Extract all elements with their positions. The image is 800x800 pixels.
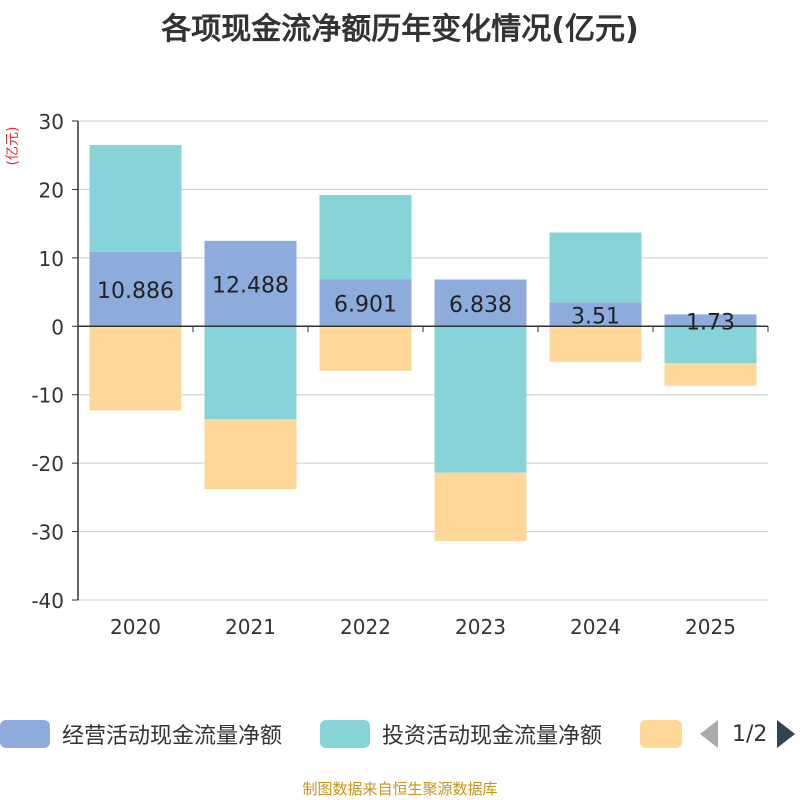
chart-title: 各项现金流净额历年变化情况(亿元) (161, 12, 639, 47)
bar-2024-series-2[interactable] (549, 326, 642, 362)
bar-2025-series-2[interactable] (664, 363, 757, 386)
source-footer: 制图数据来自恒生聚源数据库 (302, 780, 498, 798)
bar-2023-series-1[interactable] (434, 326, 527, 473)
bar-2020-series-2[interactable] (89, 326, 182, 411)
y-tick-label: -30 (31, 521, 64, 545)
bar-2023-series-0[interactable] (434, 279, 527, 327)
bar-2022-series-1[interactable] (319, 194, 412, 280)
legend-swatch-financing (640, 720, 682, 748)
y-tick-label: 0 (51, 315, 64, 339)
bar-2022-series-0[interactable] (319, 279, 412, 327)
legend-item-operating[interactable]: 经营活动现金流量净额 (0, 718, 282, 750)
legend-pager: 1/2 (700, 718, 796, 750)
bar-2023-series-2[interactable] (434, 472, 527, 542)
bar-2024-series-1[interactable] (549, 232, 642, 303)
data-label-2021: 12.488 (212, 274, 289, 299)
bar-2021-series-2[interactable] (204, 419, 297, 490)
bars (89, 145, 757, 542)
bar-2025-series-0[interactable] (664, 314, 757, 327)
data-label-2024: 3.51 (571, 304, 620, 329)
bar-2020-series-0[interactable] (89, 251, 182, 327)
chart-area: 30 20 10 0 -10 -20 -30 -40 2020 2021 2022 2023 2024 2… (5, 110, 769, 639)
bar-2024-series-0[interactable] (549, 302, 642, 327)
y-tick-label: 30 (39, 110, 64, 134)
axes: 30 20 10 0 -10 -20 -30 -40 2020 2021 2022 2023 2024 2… (31, 110, 769, 639)
x-tick-label: 2023 (455, 615, 506, 639)
y-tick-label: -40 (31, 589, 64, 613)
data-labels: 10.886 12.488 6.901 6.838 3.51 1.73 (97, 274, 735, 336)
data-label-2020: 10.886 (97, 279, 174, 304)
bar-2020-series-1[interactable] (89, 145, 182, 252)
data-label-2023: 6.838 (449, 293, 512, 318)
legend-swatch-investing (320, 720, 370, 748)
x-tick-label: 2021 (225, 615, 276, 639)
bar-2025-series-1[interactable] (664, 326, 757, 364)
y-axis-label: (亿元) (5, 127, 21, 166)
y-tick-label: -20 (31, 452, 64, 476)
x-tick-label: 2022 (340, 615, 391, 639)
bar-2021-series-0[interactable] (204, 240, 297, 327)
legend-page-indicator: 1/2 (732, 721, 768, 747)
y-tick-label: 20 (39, 178, 64, 202)
x-tick-label: 2024 (570, 615, 621, 639)
legend-swatch-operating (0, 720, 50, 748)
bar-2021-series-1[interactable] (204, 326, 297, 420)
y-tick-label: 10 (39, 247, 64, 271)
bar-2022-series-2[interactable] (319, 326, 412, 371)
legend-item-financing[interactable] (640, 718, 682, 750)
legend-item-investing[interactable]: 投资活动现金流量净额 (320, 718, 602, 750)
legend-label-investing: 投资活动现金流量净额 (382, 724, 603, 749)
legend-next-icon[interactable] (777, 720, 796, 748)
data-label-2025: 1.73 (686, 310, 735, 335)
y-tick-label: -10 (31, 384, 64, 408)
legend-label-operating: 经营活动现金流量净额 (62, 724, 283, 749)
legend-prev-icon[interactable] (700, 720, 718, 748)
data-label-2022: 6.901 (334, 293, 397, 318)
x-tick-label: 2025 (685, 615, 736, 639)
x-tick-label: 2020 (110, 615, 161, 639)
